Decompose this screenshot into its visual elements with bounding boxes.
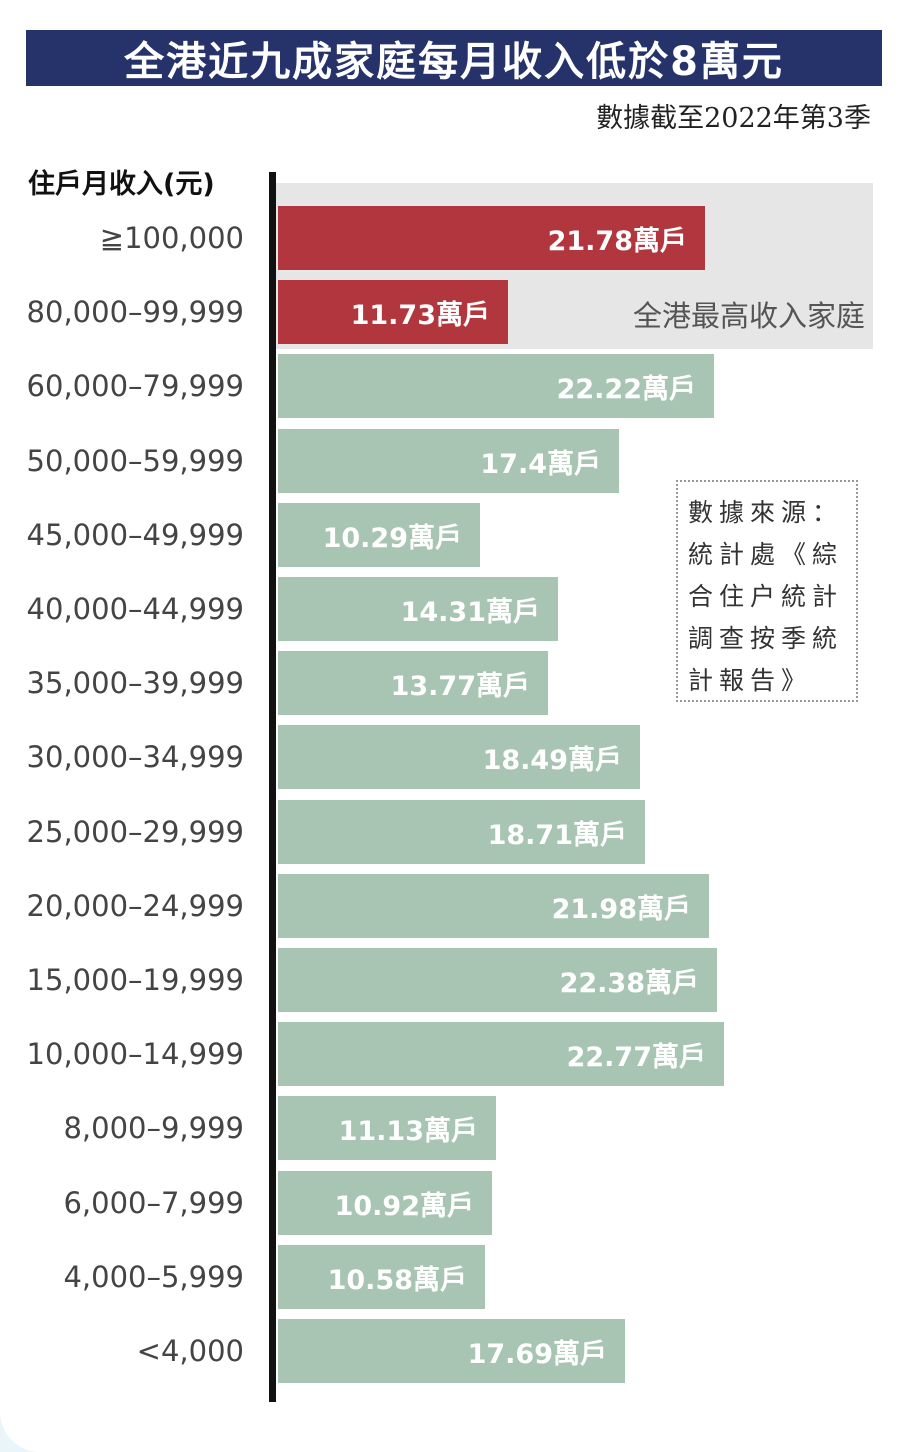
bar-value-label: 18.71萬戶 (487, 819, 627, 851)
category-label: 15,000–19,999 (26, 963, 244, 997)
bar: 18.49萬戶 (278, 725, 640, 789)
bar-value-label: 17.69萬戶 (467, 1338, 607, 1370)
bar: 11.73萬戶 (278, 280, 508, 344)
source-line: 合住户統計 (688, 582, 844, 611)
chart-title: 全港近九成家庭每月收入低於8萬元 (124, 39, 784, 85)
source-line: 數據來源： (688, 498, 844, 527)
source-note: 數據來源： 統計處《綜 合住户統計 調查按季統 計報告》 (676, 480, 858, 702)
category-label: 60,000–79,999 (26, 369, 244, 403)
category-label: 6,000–7,999 (63, 1186, 244, 1220)
source-line: 統計處《綜 (688, 540, 844, 569)
bar-value-label: 22.38萬戶 (559, 967, 699, 999)
bar-value-label: 21.78萬戶 (547, 225, 687, 257)
category-label: 4,000–5,999 (63, 1260, 244, 1294)
category-label: <4,000 (136, 1334, 244, 1368)
bar-value-label: 22.22萬戶 (556, 373, 696, 405)
bar: 14.31萬戶 (278, 577, 558, 641)
bar-value-label: 17.4萬戶 (480, 448, 601, 480)
bar: 11.13萬戶 (278, 1096, 496, 1160)
category-label: 10,000–14,999 (26, 1037, 244, 1071)
bar-value-label: 22.77萬戶 (566, 1041, 706, 1073)
category-label: ≧100,000 (99, 221, 244, 255)
bar-value-label: 11.73萬戶 (350, 299, 490, 331)
title-band: 全港近九成家庭每月收入低於8萬元 (26, 30, 882, 86)
bar: 10.29萬戶 (278, 503, 480, 567)
bar: 22.38萬戶 (278, 948, 717, 1012)
y-axis-title: 住戶月收入(元) (28, 169, 215, 200)
bar: 18.71萬戶 (278, 800, 645, 864)
category-label: 25,000–29,999 (26, 815, 244, 849)
category-label: 45,000–49,999 (26, 518, 244, 552)
bar: 21.98萬戶 (278, 874, 709, 938)
bar-value-label: 10.29萬戶 (322, 522, 462, 554)
category-label: 80,000–99,999 (26, 295, 244, 329)
chart-subtitle: 數據截至2022年第3季 (596, 103, 871, 134)
bar: 22.77萬戶 (278, 1022, 724, 1086)
bar: 10.92萬戶 (278, 1171, 492, 1235)
bar-value-label: 10.92萬戶 (334, 1190, 474, 1222)
bar-value-label: 21.98萬戶 (551, 893, 691, 925)
bar: 13.77萬戶 (278, 651, 548, 715)
bar-value-label: 11.13萬戶 (338, 1115, 478, 1147)
bar: 22.22萬戶 (278, 354, 714, 418)
bar: 17.4萬戶 (278, 429, 619, 493)
bar: 21.78萬戶 (278, 206, 705, 270)
bar: 17.69萬戶 (278, 1319, 625, 1383)
bar-value-label: 10.58萬戶 (327, 1264, 467, 1296)
category-label: 50,000–59,999 (26, 444, 244, 478)
category-label: 20,000–24,999 (26, 889, 244, 923)
bar-value-label: 14.31萬戶 (400, 596, 540, 628)
bar-value-label: 13.77萬戶 (390, 670, 530, 702)
category-label: 8,000–9,999 (63, 1111, 244, 1145)
y-axis-line (269, 172, 276, 1402)
category-label: 30,000–34,999 (26, 740, 244, 774)
source-line: 計報告》 (688, 666, 813, 695)
highlight-label: 全港最高收入家庭 (632, 299, 865, 333)
category-label: 35,000–39,999 (26, 666, 244, 700)
bar: 10.58萬戶 (278, 1245, 485, 1309)
source-line: 調查按季統 (688, 624, 844, 653)
bar-value-label: 18.49萬戶 (482, 744, 622, 776)
category-label: 40,000–44,999 (26, 592, 244, 626)
